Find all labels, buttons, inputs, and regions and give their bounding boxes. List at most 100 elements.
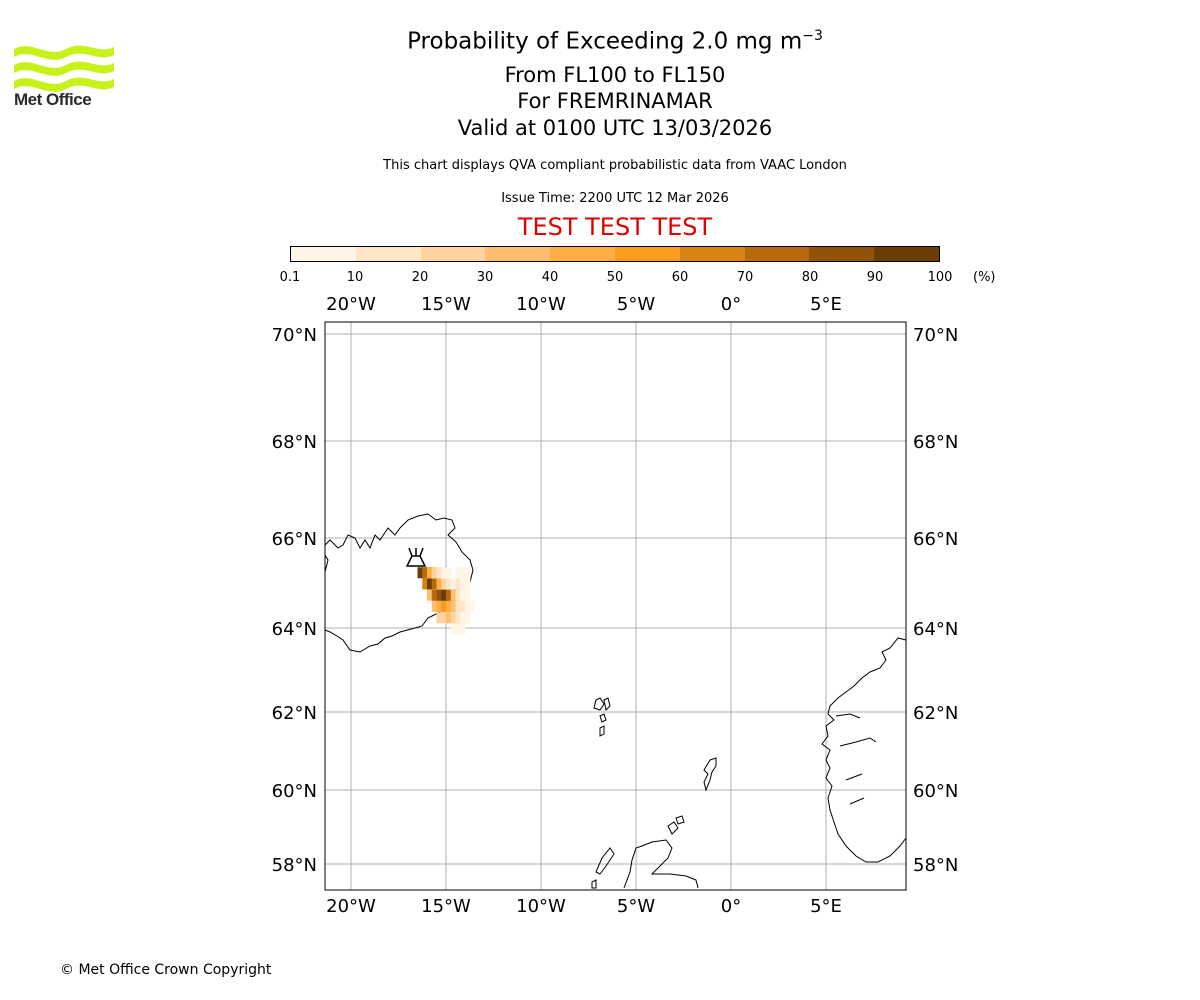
colorbar-tick-label: 30	[476, 270, 494, 285]
colorbar-tick-label: 40	[541, 270, 559, 285]
flight-levels: From FL100 to FL150	[504, 63, 726, 87]
lat-label-left: 62°N	[272, 703, 317, 724]
plume-cell	[446, 589, 451, 601]
coast-faroe-2	[603, 697, 611, 712]
plume-cell	[455, 612, 461, 624]
lat-label-left: 70°N	[272, 325, 317, 346]
coast-norway-fjords	[835, 713, 877, 805]
plume-cell	[427, 589, 432, 601]
plume-cell	[436, 567, 442, 579]
plume-cell	[422, 578, 428, 590]
plume-cell	[431, 601, 437, 612]
plume-cell	[455, 601, 461, 612]
coast-scotland	[623, 839, 699, 889]
logo-text: Met Office	[14, 90, 92, 109]
plume-cell	[470, 601, 475, 612]
plume-cell	[450, 578, 456, 590]
test-banner: TEST TEST TEST	[517, 213, 713, 241]
ash-plume	[417, 567, 475, 635]
plume-cell	[450, 589, 456, 601]
lon-label-bottom: 10°W	[516, 896, 566, 917]
met-office-logo	[14, 45, 114, 92]
coast-orkney	[667, 815, 685, 835]
plume-cell	[460, 612, 466, 624]
lon-label-top: 20°W	[326, 294, 376, 315]
colorbar-tick-label: 80	[801, 270, 819, 285]
lat-label-right: 62°N	[913, 703, 958, 724]
plume-cell	[417, 567, 423, 579]
plume-cell	[450, 623, 456, 635]
coast-shetland	[703, 757, 717, 792]
colorbar	[290, 246, 940, 262]
colorbar-tick-label: 0.1	[279, 270, 301, 285]
coast-hebrides	[591, 847, 615, 889]
colorbar-segment	[809, 247, 875, 261]
plume-cell	[465, 612, 471, 624]
colorbar-tick-label: 50	[606, 270, 624, 285]
plume-cell	[465, 601, 470, 612]
colorbar-segment	[679, 247, 745, 261]
colorbar-tick-label: 60	[671, 270, 689, 285]
colorbar-segment	[874, 247, 939, 261]
lat-label-right: 64°N	[913, 619, 958, 640]
plume-cell	[450, 601, 456, 612]
plume-cell	[460, 601, 466, 612]
plume-cell	[436, 612, 442, 624]
plume-cell	[446, 567, 452, 579]
map-frame	[324, 321, 907, 891]
coast-faroe-1	[593, 697, 605, 711]
plume-cell	[455, 623, 461, 635]
lon-label-bottom: 20°W	[326, 896, 376, 917]
colorbar-segment	[485, 247, 551, 261]
plume-cell	[450, 612, 456, 624]
copyright: © Met Office Crown Copyright	[60, 962, 272, 978]
lon-label-bottom: 5°W	[617, 896, 655, 917]
plume-cell	[436, 589, 442, 601]
lon-label-bottom: 5°E	[810, 896, 842, 917]
lon-label-top: 0°	[721, 294, 741, 315]
lat-label-right: 68°N	[913, 432, 958, 453]
plume-cell	[436, 601, 442, 612]
plume-cell	[427, 567, 432, 579]
plume-cell	[431, 567, 437, 579]
plume-cell	[460, 589, 466, 601]
axis-labels: 20°W 20°W 15°W 15°W 10°W 10°W 5°W 5°W 0° 0° 5°E 5°E…	[272, 294, 959, 917]
lon-label-top: 15°W	[421, 294, 471, 315]
graticule	[325, 322, 906, 890]
plume-cell	[455, 589, 461, 601]
lon-label-top: 10°W	[516, 294, 566, 315]
plume-cell	[460, 578, 466, 590]
plume-cell	[455, 567, 461, 579]
colorbar-segment	[355, 247, 421, 261]
colorbar-tick-label: 90	[866, 270, 884, 285]
colorbar-segment	[744, 247, 810, 261]
colorbar-tick-label: 10	[346, 270, 364, 285]
colorbar-segment	[614, 247, 680, 261]
plume-cell	[465, 578, 471, 590]
plume-cell	[460, 567, 466, 579]
plume-cell	[455, 578, 461, 590]
coast-faroe-4	[599, 725, 605, 737]
plume-cell	[441, 612, 447, 624]
coastline	[324, 513, 907, 889]
lat-label-right: 66°N	[913, 529, 958, 550]
plume-cell	[441, 578, 447, 590]
plume-cell	[446, 612, 451, 624]
colorbar-tick-label: 70	[736, 270, 754, 285]
plume-cell	[436, 578, 442, 590]
colorbar-unit: (%)	[973, 270, 996, 285]
lat-label-left: 68°N	[272, 432, 317, 453]
plume-cell	[446, 601, 451, 612]
lon-label-top: 5°W	[617, 294, 655, 315]
colorbar-segment	[291, 247, 356, 261]
lon-label-bottom: 15°W	[421, 896, 471, 917]
lat-label-left: 58°N	[272, 855, 317, 876]
lat-label-left: 66°N	[272, 529, 317, 550]
volcano-icon	[405, 547, 427, 567]
issue-time: Issue Time: 2200 UTC 12 Mar 2026	[501, 191, 729, 206]
colorbar-tick-label: 20	[411, 270, 429, 285]
plume-cell	[465, 589, 471, 601]
plume-cell	[460, 623, 466, 635]
plume-cell	[422, 567, 428, 579]
